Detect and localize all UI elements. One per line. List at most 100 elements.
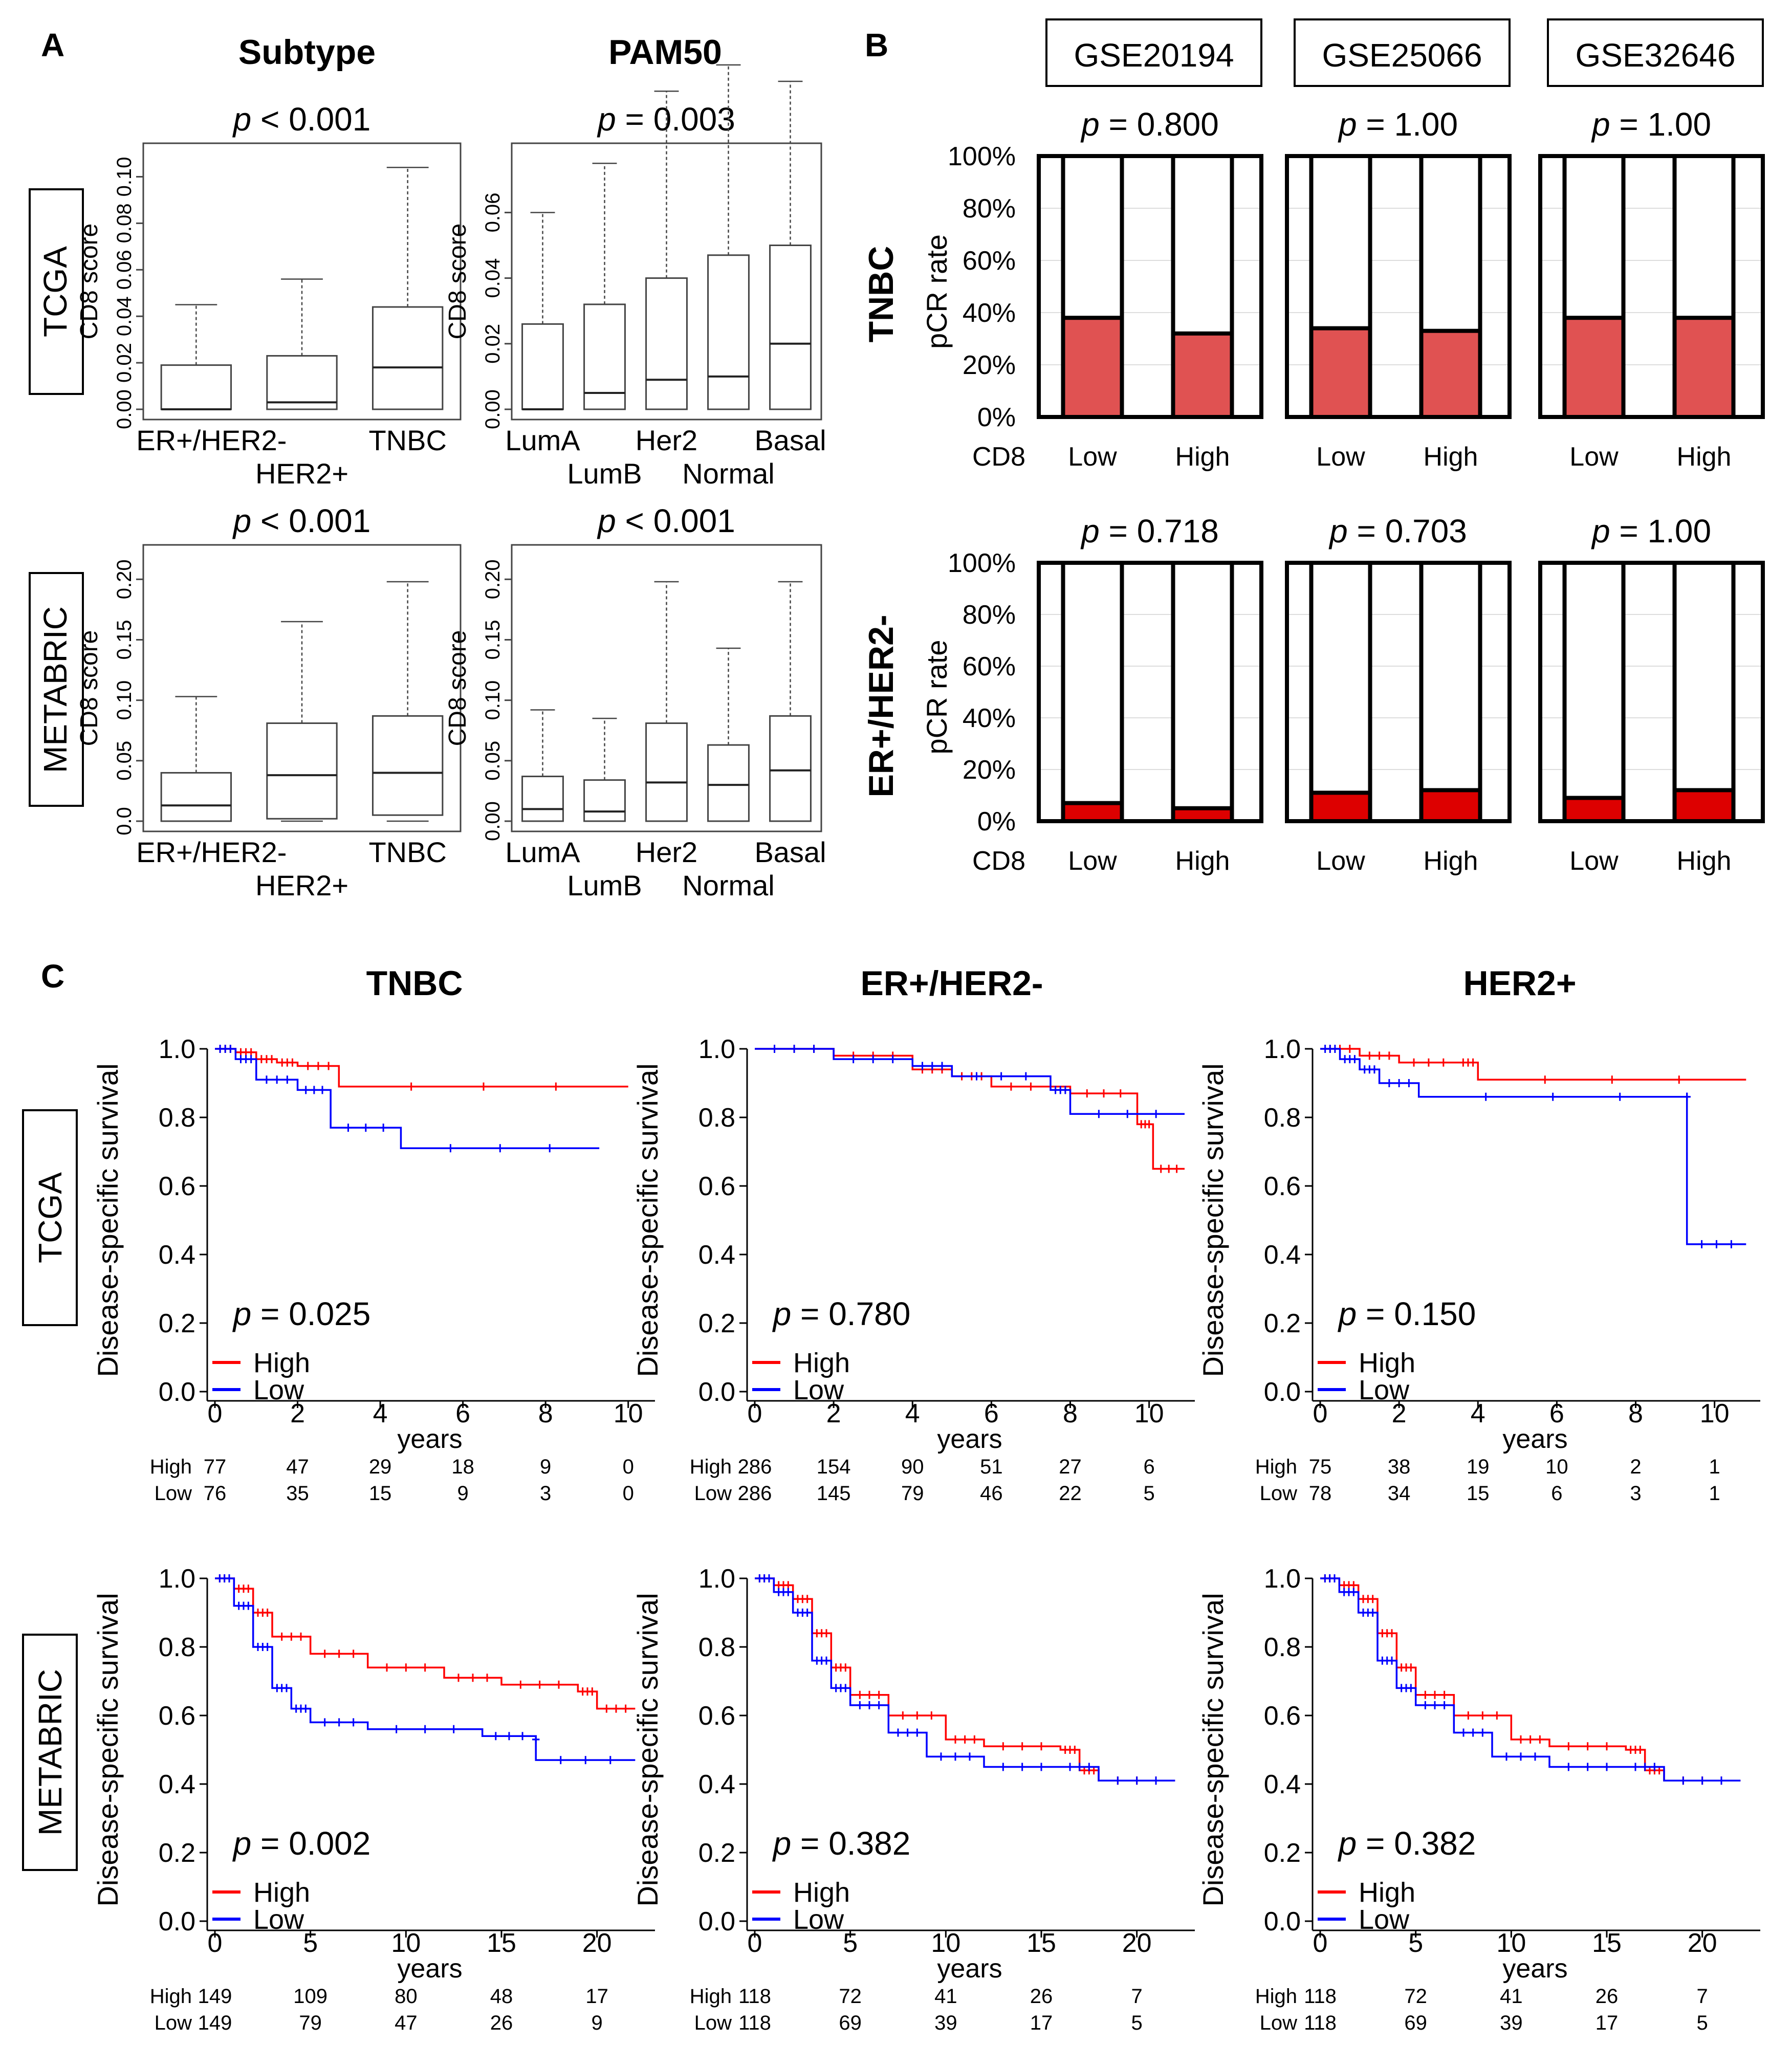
- censor-mark: [1675, 1075, 1683, 1084]
- x-tick-label: 20: [1122, 1928, 1152, 1958]
- box-iqr: [707, 744, 750, 822]
- p-value-bar-value: = 1.00: [1357, 106, 1458, 143]
- bar-pcr-High: [1672, 788, 1736, 824]
- y-tick-label: 0.0: [698, 1907, 735, 1937]
- y-tick-label: 0.10: [113, 680, 136, 720]
- p-value-metabric-subtype-letter: p: [232, 502, 252, 539]
- censor-mark: [302, 1086, 310, 1094]
- risk-count-low: 9: [592, 2012, 603, 2034]
- risk-label-high: High: [690, 1985, 732, 2008]
- p-value-metabric-pam50: p < 0.001: [597, 502, 735, 539]
- y-axis-label: Disease-specific survival: [1197, 1063, 1229, 1377]
- censor-mark: [304, 1062, 312, 1070]
- risk-count-low: 69: [839, 2012, 862, 2034]
- x-tick-label: 10: [1700, 1399, 1730, 1428]
- p-value-bar-value: = 0.703: [1348, 513, 1467, 549]
- censor-mark: [273, 1075, 281, 1084]
- censor-mark: [278, 1632, 286, 1641]
- km-curve-high: [755, 1577, 1175, 1782]
- p-value-metabric-pam50-letter: p: [597, 502, 616, 539]
- x-tick-label: 10: [1134, 1399, 1164, 1428]
- x-tick-label: 5: [1408, 1928, 1423, 1958]
- censor-mark: [1439, 1058, 1447, 1067]
- censor-mark: [869, 1055, 877, 1064]
- risk-count-low: 39: [1500, 2012, 1523, 2034]
- km-plot-metabric-tnbc: 0.0 0.2 0.4 0.6 0.8 1.0 Disease-specific survi…: [92, 1564, 655, 2034]
- censor-mark: [1603, 1763, 1610, 1771]
- y-tick-label: 0.4: [698, 1770, 735, 1799]
- y-axis-label: Disease-specific survival: [631, 1593, 664, 1906]
- panel-c-row-box-tcga: [22, 1109, 78, 1326]
- censor-mark: [310, 1086, 318, 1094]
- censor-mark: [1038, 1742, 1045, 1751]
- censor-mark: [263, 1075, 270, 1084]
- censor-mark: [1124, 1110, 1131, 1118]
- bar-pcr-Low: [1562, 796, 1626, 824]
- y-axis-label: pCR rate: [921, 234, 953, 349]
- p-value-km: p = 0.002: [232, 1825, 371, 1862]
- y-tick-label: 0.6: [698, 1701, 735, 1731]
- censor-mark: [1517, 1735, 1524, 1744]
- censor-mark: [1565, 1763, 1572, 1771]
- censor-mark: [492, 1732, 499, 1741]
- risk-count-high: 118: [1304, 1985, 1337, 2008]
- x-tick-label: 10: [391, 1928, 421, 1958]
- p-value-km-value: = 0.150: [1357, 1295, 1476, 1332]
- category-label: Low: [1569, 442, 1619, 472]
- censor-mark: [555, 1680, 562, 1689]
- bar-y-axis-row-0: 0% 20% 40% 60% 80% 100% pCR rate CD8: [921, 142, 1025, 472]
- censor-mark: [1385, 1079, 1393, 1087]
- y-tick-label: 0.2: [1264, 1309, 1301, 1338]
- censor-mark: [245, 1585, 252, 1593]
- censor-mark: [1157, 1164, 1165, 1173]
- panel-c-row-metabric: METABRIC: [32, 1669, 69, 1836]
- risk-count-high: 6: [1144, 1456, 1155, 1478]
- p-value-km-value: = 0.780: [791, 1295, 910, 1332]
- category-label: Basal: [754, 424, 826, 456]
- censor-mark: [1331, 1045, 1339, 1053]
- censor-mark: [283, 1075, 291, 1084]
- x-axis-label: CD8: [972, 442, 1025, 472]
- risk-count-low: 118: [1304, 2012, 1337, 2034]
- risk-count-low: 35: [286, 1482, 309, 1505]
- y-tick-label: 1.0: [1264, 1564, 1301, 1594]
- bar-pcr-Low: [1061, 801, 1124, 824]
- p-value-bar-letter: p: [1591, 106, 1610, 143]
- risk-count-low: 46: [980, 1482, 1003, 1505]
- x-axis-label: CD8: [972, 846, 1025, 876]
- bar-total: [1672, 561, 1736, 823]
- risk-count-high: 18: [451, 1456, 474, 1478]
- censor-mark: [842, 1684, 849, 1692]
- y-tick-label: 60%: [963, 652, 1016, 681]
- risk-count-high: 51: [980, 1456, 1003, 1478]
- censor-mark: [971, 1735, 978, 1744]
- y-tick-label: 0%: [977, 403, 1016, 432]
- bar-chart-GSE32646-row-1: p = 1.00 Low High: [1538, 513, 1765, 876]
- x-tick-label: 0: [208, 1399, 223, 1428]
- p-value-bar-value: = 0.718: [1100, 513, 1219, 549]
- y-axis-label: Disease-specific survival: [631, 1063, 664, 1377]
- panel-a-row-tcga: TCGA: [37, 246, 74, 337]
- p-value-km: p = 0.382: [772, 1825, 911, 1862]
- censor-mark: [937, 1752, 945, 1761]
- bar-total: [1309, 561, 1372, 823]
- censor-mark: [1632, 1763, 1639, 1771]
- y-tick-label: 1.0: [159, 1035, 195, 1064]
- risk-count-low: 3: [540, 1482, 551, 1505]
- y-tick-label: 0.08: [113, 203, 136, 243]
- legend-label-high: High: [253, 1877, 310, 1908]
- x-tick-label: 2: [290, 1399, 305, 1428]
- panel-c-row-box-metabric: [22, 1634, 78, 1871]
- censor-mark: [1422, 1690, 1429, 1699]
- y-tick-label: 40%: [963, 298, 1016, 328]
- risk-count-low: 22: [1059, 1482, 1082, 1505]
- risk-label-high: High: [1255, 1985, 1297, 2008]
- box-iqr: [645, 277, 688, 410]
- x-axis-label: years: [397, 1954, 462, 1984]
- risk-count-low: 79: [299, 2012, 322, 2034]
- panel-a-row-metabric: METABRIC: [37, 606, 74, 773]
- risk-count-low: 39: [934, 2012, 957, 2034]
- bar-chart-GSE25066-row-1: p = 0.703 Low High: [1285, 513, 1512, 876]
- box-LumA: [521, 212, 564, 410]
- risk-label-high: High: [1255, 1456, 1297, 1478]
